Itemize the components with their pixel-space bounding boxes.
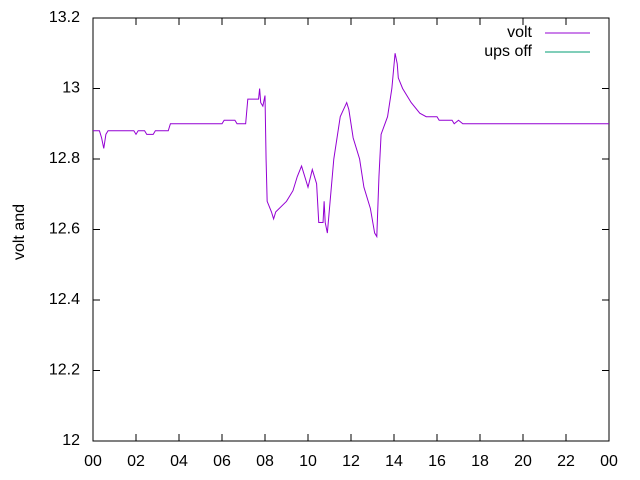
y-tick-label: 12.2 bbox=[49, 362, 80, 379]
x-tick-label: 00 bbox=[600, 453, 618, 470]
x-tick-label: 02 bbox=[127, 453, 145, 470]
x-tick-label: 22 bbox=[557, 453, 575, 470]
series-line bbox=[93, 53, 609, 239]
legend-label: ups off bbox=[484, 43, 532, 60]
x-tick-label: 14 bbox=[385, 453, 403, 470]
x-tick-label: 12 bbox=[342, 453, 360, 470]
y-tick-label: 13.2 bbox=[49, 9, 80, 26]
y-axis-label: volt and bbox=[11, 204, 28, 260]
x-tick-label: 08 bbox=[256, 453, 274, 470]
legend-label: volt bbox=[507, 24, 532, 41]
x-tick-label: 10 bbox=[299, 453, 317, 470]
y-tick-label: 13 bbox=[62, 80, 80, 97]
y-tick-label: 12.6 bbox=[49, 221, 80, 238]
y-tick-label: 12.4 bbox=[49, 291, 80, 308]
x-tick-label: 18 bbox=[471, 453, 489, 470]
x-tick-label: 16 bbox=[428, 453, 446, 470]
x-tick-label: 20 bbox=[514, 453, 532, 470]
x-tick-label: 04 bbox=[170, 453, 188, 470]
y-tick-label: 12 bbox=[62, 432, 80, 449]
plot-border bbox=[92, 17, 610, 442]
x-tick-label: 00 bbox=[84, 453, 102, 470]
x-tick-label: 06 bbox=[213, 453, 231, 470]
y-tick-label: 12.8 bbox=[49, 150, 80, 167]
